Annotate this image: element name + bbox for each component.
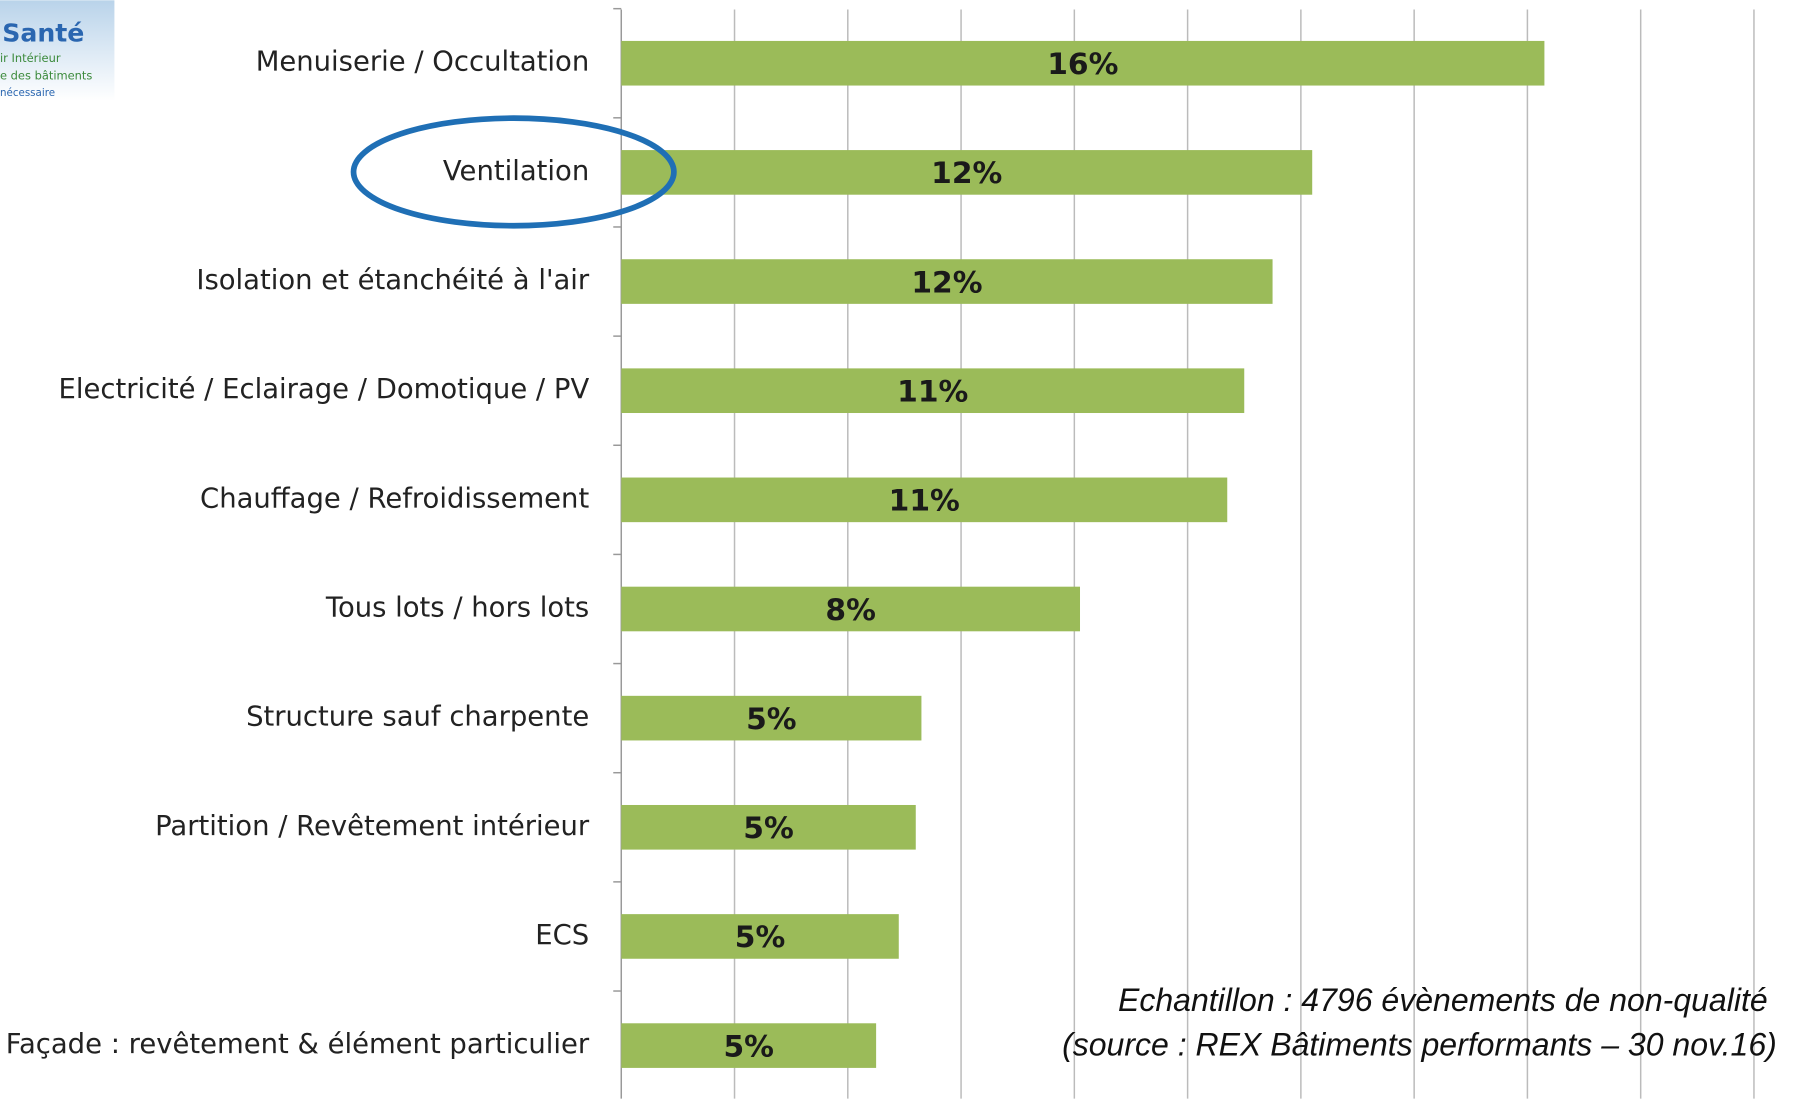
data-label: 5% (743, 811, 793, 846)
chart: Santé ir Intérieur e des bâtiments néces… (0, 0, 1794, 1099)
category-label: ECS (535, 920, 589, 951)
logo-title: Santé (2, 19, 84, 48)
data-label: 8% (825, 593, 875, 628)
category-label: Isolation et étanchéité à l'air (196, 265, 590, 296)
logo-line: e des bâtiments (0, 68, 92, 82)
logo-line: ir Intérieur (0, 51, 61, 65)
category-label: Electricité / Eclairage / Domotique / PV (59, 374, 590, 405)
category-label: Chauffage / Refroidissement (200, 483, 589, 514)
data-label: 12% (931, 156, 1002, 191)
data-label: 11% (889, 484, 960, 519)
data-label: 12% (911, 265, 982, 300)
annotation: Echantillon : 4796 évènements de non-qua… (1118, 982, 1768, 1018)
data-label: 11% (897, 374, 968, 409)
data-label: 16% (1047, 47, 1118, 82)
data-label: 5% (723, 1029, 773, 1064)
category-label: Menuiserie / Occultation (256, 47, 590, 78)
category-label: Ventilation (443, 156, 589, 187)
category-label: Tous lots / hors lots (325, 592, 589, 623)
category-label: Façade : revêtement & élément particulie… (6, 1029, 590, 1060)
logo-line: nécessaire (0, 87, 55, 99)
category-label: Structure sauf charpente (246, 702, 589, 733)
data-label: 5% (735, 920, 785, 955)
data-label: 5% (746, 702, 796, 737)
category-label: Partition / Revêtement intérieur (155, 811, 590, 842)
annotation: (source : REX Bâtiments performants – 30… (1062, 1027, 1777, 1063)
